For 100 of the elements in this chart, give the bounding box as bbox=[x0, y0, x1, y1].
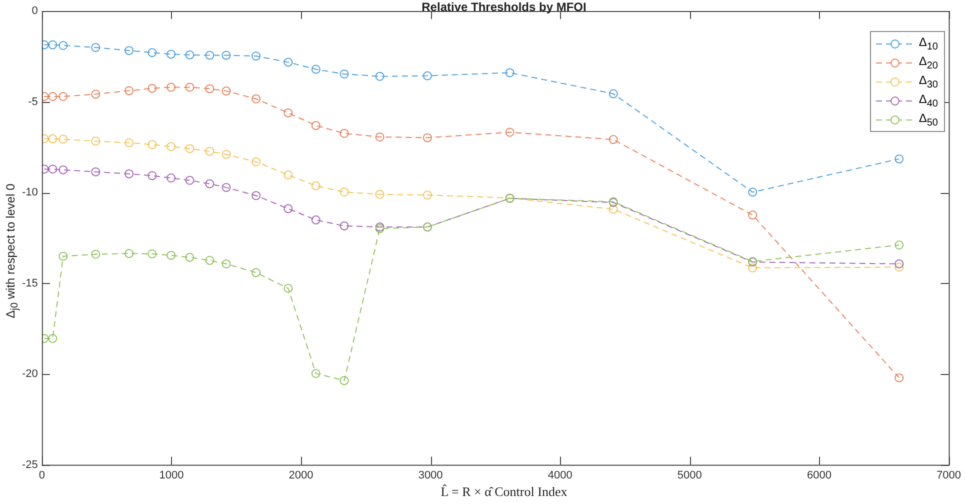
point bbox=[748, 188, 758, 197]
point bbox=[91, 250, 100, 259]
point bbox=[311, 368, 320, 378]
point bbox=[185, 252, 194, 262]
point bbox=[205, 256, 214, 265]
x-axis-title: L̂ = R × α̂ Control Index bbox=[440, 484, 568, 500]
legend-label: Δ$_{30}$ bbox=[918, 72, 938, 90]
point bbox=[284, 204, 293, 214]
y-tick-label: -10 bbox=[22, 186, 38, 199]
point bbox=[375, 72, 384, 81]
point bbox=[205, 179, 214, 188]
point bbox=[148, 171, 157, 180]
point bbox=[222, 259, 231, 268]
point bbox=[422, 190, 432, 200]
y-tick-label: -20 bbox=[22, 368, 38, 380]
x-tick-label: 3000 bbox=[418, 469, 443, 482]
point bbox=[166, 142, 176, 152]
x-tick-label: 6000 bbox=[806, 469, 832, 482]
point bbox=[148, 48, 157, 58]
point bbox=[48, 92, 58, 101]
point bbox=[340, 69, 349, 78]
point bbox=[58, 165, 68, 174]
point bbox=[340, 187, 349, 196]
legend-label: Δ$_{20}$ bbox=[918, 54, 938, 72]
point bbox=[58, 92, 68, 101]
point bbox=[124, 138, 134, 148]
point bbox=[91, 136, 100, 146]
legend-label: Δ$_{40}$ bbox=[918, 92, 938, 110]
point bbox=[252, 94, 261, 104]
point bbox=[894, 373, 904, 382]
point bbox=[166, 82, 176, 92]
point bbox=[166, 50, 176, 59]
point bbox=[222, 150, 231, 159]
point bbox=[284, 58, 293, 67]
y-tick-label: -15 bbox=[22, 277, 38, 290]
point bbox=[148, 249, 157, 258]
point bbox=[48, 164, 58, 174]
point bbox=[91, 90, 100, 99]
legend-label: Δ$_{10}$ bbox=[918, 34, 938, 52]
point bbox=[340, 376, 349, 386]
point bbox=[222, 86, 231, 96]
point bbox=[252, 268, 261, 278]
point bbox=[48, 334, 58, 343]
y-tick-label: -5 bbox=[28, 96, 38, 108]
point bbox=[284, 170, 293, 180]
point bbox=[311, 181, 320, 190]
point bbox=[124, 249, 134, 258]
point bbox=[422, 133, 432, 142]
point bbox=[894, 154, 904, 164]
x-tick-label: 2000 bbox=[288, 469, 314, 482]
point bbox=[222, 50, 231, 60]
x-tick-label: 1000 bbox=[159, 469, 184, 482]
point bbox=[252, 157, 261, 166]
point bbox=[91, 167, 100, 176]
point bbox=[608, 204, 618, 214]
point bbox=[205, 84, 214, 94]
point bbox=[748, 210, 758, 220]
point bbox=[375, 190, 384, 199]
y-tick-label: 0 bbox=[32, 5, 38, 18]
point bbox=[422, 71, 432, 80]
point bbox=[311, 64, 320, 74]
point bbox=[284, 284, 293, 293]
point bbox=[505, 128, 514, 137]
point bbox=[166, 174, 176, 182]
point bbox=[894, 259, 904, 268]
point bbox=[252, 52, 261, 61]
point bbox=[340, 128, 349, 138]
point bbox=[91, 42, 100, 52]
point bbox=[148, 140, 157, 150]
point bbox=[185, 176, 194, 185]
point bbox=[166, 250, 176, 260]
point bbox=[894, 240, 904, 250]
y-tick-label: -25 bbox=[22, 458, 38, 471]
x-tick-label: 5000 bbox=[677, 469, 702, 482]
point bbox=[608, 135, 618, 144]
point bbox=[48, 134, 58, 144]
point bbox=[894, 262, 904, 272]
point bbox=[608, 89, 618, 98]
x-tick-label: 7000 bbox=[936, 469, 962, 482]
point bbox=[252, 191, 261, 200]
point bbox=[48, 40, 58, 50]
point bbox=[58, 252, 68, 261]
point bbox=[375, 132, 384, 142]
point bbox=[124, 169, 134, 178]
point bbox=[124, 46, 134, 56]
chart-title: Relative Thresholds by MFOI bbox=[420, 0, 588, 14]
point bbox=[205, 146, 214, 156]
point bbox=[505, 68, 514, 78]
point bbox=[311, 121, 320, 130]
x-tick-label: 4000 bbox=[548, 469, 572, 482]
point bbox=[58, 40, 68, 50]
point bbox=[222, 182, 231, 192]
point bbox=[185, 82, 194, 92]
point bbox=[185, 144, 194, 154]
point bbox=[148, 84, 157, 93]
point bbox=[124, 86, 134, 96]
point bbox=[340, 221, 349, 230]
point bbox=[185, 50, 194, 60]
point bbox=[284, 108, 293, 118]
point bbox=[58, 134, 68, 144]
